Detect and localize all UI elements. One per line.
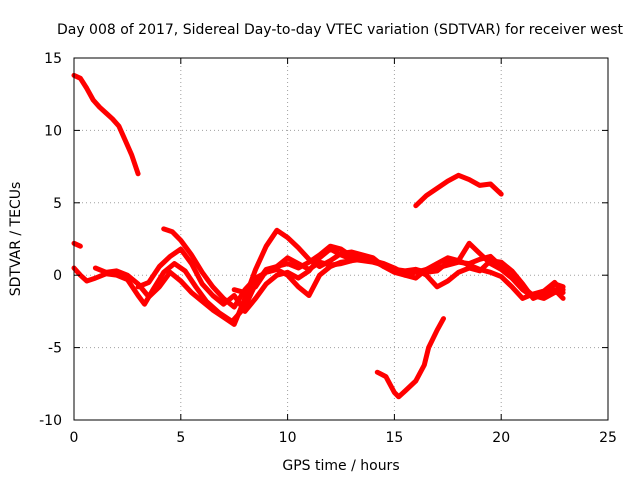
x-tick-label: 20 (492, 430, 510, 446)
y-axis-label: SDTVAR / TECUs (8, 182, 24, 297)
series-arc-6 (92, 227, 566, 327)
series-arc-1 (71, 72, 141, 177)
y-tick-label: -5 (48, 341, 62, 357)
series-arc-2 (413, 172, 504, 209)
series-group (71, 72, 566, 400)
series-arc-3 (374, 316, 446, 400)
axis-ticks (73, 57, 609, 421)
series-arc-9 (231, 255, 355, 296)
x-axis-label: GPS time / hours (282, 458, 399, 474)
series-arc-4 (71, 240, 83, 249)
y-tick-label: 5 (53, 196, 62, 212)
x-tick-labels: 0 5 10 15 20 25 (70, 430, 617, 446)
x-tick-label: 25 (599, 430, 617, 446)
x-tick-label: 0 (70, 430, 79, 446)
chart-title: Day 008 of 2017, Sidereal Day-to-day VTE… (57, 22, 624, 38)
x-tick-label: 5 (176, 430, 185, 446)
series-arc-5 (71, 243, 566, 324)
y-tick-label: 15 (44, 51, 62, 67)
series-arc-8 (161, 226, 566, 310)
x-tick-label: 15 (385, 430, 403, 446)
y-tick-label: 10 (44, 123, 62, 139)
grid (74, 58, 608, 420)
plot-frame (73, 57, 609, 421)
y-tick-label: -10 (39, 413, 62, 429)
y-tick-label: 0 (53, 268, 62, 284)
x-tick-label: 10 (279, 430, 297, 446)
y-tick-labels: -10 -5 0 5 10 15 (39, 51, 62, 429)
